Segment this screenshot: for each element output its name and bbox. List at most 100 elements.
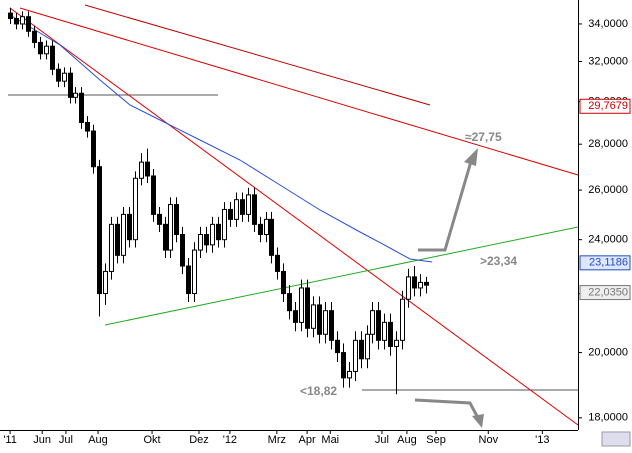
candle-body	[145, 161, 150, 177]
candle-body	[73, 92, 78, 98]
candle-body	[234, 199, 239, 220]
annotation: ≈27,75	[465, 130, 502, 144]
x-tick-label: Mai	[321, 434, 339, 446]
candle-body	[38, 41, 43, 55]
x-tick-label: Jul	[59, 434, 73, 446]
candle-body	[305, 287, 310, 329]
candle-body	[168, 204, 173, 251]
candle-body	[293, 310, 298, 323]
y-tick-label: 18,0000	[588, 412, 628, 424]
candles	[8, 7, 429, 395]
candle-body	[115, 223, 120, 256]
candle-body	[228, 208, 233, 220]
candle-body	[370, 310, 375, 335]
trend-line	[9, 7, 579, 426]
candle-body	[20, 16, 25, 25]
candle-body	[91, 130, 96, 168]
candle-body	[382, 321, 387, 341]
candle-body	[133, 177, 138, 241]
x-tick-label: Mrz	[268, 434, 286, 446]
annotation: <18,82	[300, 384, 337, 398]
candle-body	[103, 270, 108, 295]
y-tick-label: 24,0000	[588, 234, 628, 246]
y-tick-label: 32,0000	[588, 55, 628, 67]
arrows	[414, 148, 484, 428]
candle-body	[8, 12, 13, 19]
candle-body	[353, 339, 358, 372]
trend-line	[104, 226, 579, 326]
moving-average	[9, 14, 433, 263]
candle-body	[26, 16, 31, 32]
corner-icon	[601, 431, 631, 447]
arrow-head	[472, 414, 484, 428]
candle-body	[269, 218, 274, 256]
candle-body	[258, 223, 263, 236]
candle-body	[240, 199, 245, 215]
candle-body	[50, 45, 55, 70]
candle-body	[400, 298, 405, 341]
x-tick-label: Jul	[375, 434, 389, 446]
price-label-box	[579, 285, 631, 301]
candle-body	[281, 270, 286, 295]
x-tick-label: Jun	[33, 434, 51, 446]
candle-body	[198, 234, 203, 251]
trend-line	[19, 7, 579, 176]
candle-body	[323, 310, 328, 335]
candle-body	[127, 213, 132, 241]
trend-line	[84, 4, 431, 106]
candle-body	[210, 223, 215, 246]
trend-lines	[8, 4, 579, 426]
candle-body	[406, 276, 411, 300]
price-label: 29,7679	[588, 100, 628, 112]
x-tick-label: '13	[535, 434, 549, 446]
candle-body	[121, 213, 126, 256]
candle-body	[335, 339, 340, 354]
x-tick-label: Apr	[299, 434, 316, 446]
candle-body	[424, 281, 429, 286]
x-tick-label: '11	[3, 434, 17, 446]
candle-body	[264, 218, 269, 236]
candle-body	[222, 208, 227, 241]
candle-body	[97, 166, 102, 295]
candle-body	[151, 175, 156, 215]
candle-body	[163, 223, 168, 251]
candle-body	[62, 72, 67, 82]
candle-body	[341, 352, 346, 379]
candle-body	[44, 45, 49, 55]
candle-body	[139, 161, 144, 179]
candle-body	[32, 30, 37, 43]
candle-body	[192, 249, 197, 295]
candle-body	[329, 310, 334, 341]
candle-body	[275, 254, 280, 272]
candle-body	[157, 213, 162, 225]
arrow-down	[414, 398, 480, 419]
candle-body	[365, 333, 370, 360]
x-tick-label: '12	[223, 434, 237, 446]
x-tick-label: Aug	[88, 434, 108, 446]
candle-body	[347, 370, 352, 379]
candle-body	[174, 204, 179, 236]
candle-body	[317, 304, 322, 335]
candle-body	[216, 223, 221, 241]
candle-body	[287, 293, 292, 312]
candle-body	[418, 281, 423, 289]
candle-body	[79, 92, 84, 123]
price-label-box	[579, 98, 631, 114]
x-tick-label: Nov	[479, 434, 499, 446]
x-tick-label: Aug	[397, 434, 417, 446]
candle-body	[252, 194, 257, 225]
price-label-box	[579, 255, 631, 271]
candle-body	[180, 234, 185, 267]
candle-body	[376, 310, 381, 341]
x-tick-label: Sep	[426, 434, 446, 446]
arrow-head	[464, 148, 478, 166]
candle-body	[388, 321, 393, 347]
price-label: 23,1186	[589, 257, 628, 269]
candle-body	[68, 72, 73, 98]
candle-body	[186, 265, 191, 295]
annotation: >23,34	[480, 254, 517, 268]
x-tick-label: Dez	[189, 434, 209, 446]
candle-body	[14, 17, 19, 25]
